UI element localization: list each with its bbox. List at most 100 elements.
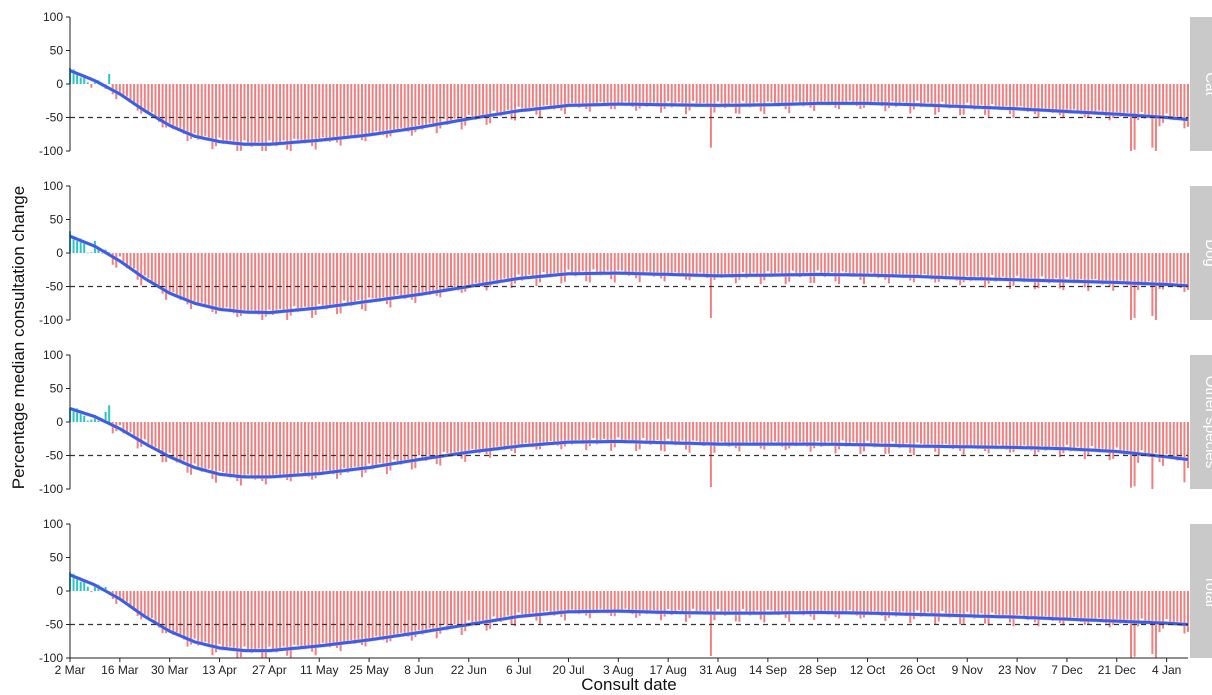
day-bar bbox=[667, 253, 670, 275]
day-bar bbox=[1183, 591, 1186, 634]
day-bar bbox=[613, 84, 616, 110]
day-bar bbox=[506, 422, 509, 449]
day-bar bbox=[852, 253, 855, 277]
day-bar bbox=[902, 591, 905, 612]
day-bar bbox=[307, 591, 310, 645]
day-bar bbox=[1133, 253, 1136, 318]
day-bar bbox=[734, 253, 737, 284]
x-tick-label: 7 Dec bbox=[1051, 663, 1082, 677]
day-bar bbox=[702, 253, 705, 276]
day-bar bbox=[449, 591, 452, 629]
facet-panel: 100 50 0 -50 -100 Cat bbox=[39, 10, 1212, 158]
day-bar bbox=[556, 422, 559, 446]
day-bar bbox=[677, 591, 680, 610]
day-bar bbox=[1005, 422, 1008, 450]
day-bar bbox=[207, 253, 210, 309]
day-bar bbox=[218, 422, 221, 472]
y-tick-label: -50 bbox=[46, 111, 64, 125]
day-bar bbox=[969, 422, 972, 445]
day-bar bbox=[421, 84, 424, 130]
day-bar bbox=[1069, 84, 1072, 112]
day-bar bbox=[521, 84, 524, 109]
day-bar bbox=[699, 253, 702, 273]
day-bar bbox=[243, 591, 246, 647]
day-bar bbox=[336, 422, 339, 479]
day-bar bbox=[268, 84, 271, 141]
day-bar bbox=[1076, 422, 1079, 447]
day-bar bbox=[944, 422, 947, 444]
day-bar bbox=[343, 422, 346, 468]
day-bar bbox=[222, 422, 225, 473]
day-bar bbox=[731, 591, 734, 611]
day-bar bbox=[154, 591, 157, 623]
day-bar bbox=[638, 253, 641, 283]
day-bar bbox=[375, 422, 378, 468]
day-bar bbox=[649, 591, 652, 611]
day-bar bbox=[510, 591, 513, 626]
day-bar bbox=[542, 253, 545, 273]
day-bar bbox=[510, 84, 513, 120]
day-bar bbox=[1062, 84, 1065, 118]
day-bar bbox=[859, 591, 862, 619]
day-bar bbox=[1179, 253, 1182, 289]
day-bar bbox=[870, 591, 873, 616]
day-bar bbox=[613, 422, 616, 448]
day-bar bbox=[638, 591, 641, 616]
facet-strip bbox=[1190, 524, 1212, 658]
day-bar bbox=[613, 253, 616, 283]
day-bar bbox=[891, 253, 894, 276]
day-bar bbox=[610, 422, 613, 451]
day-bar bbox=[546, 591, 549, 612]
day-bar bbox=[318, 422, 321, 473]
day-bar bbox=[645, 84, 648, 107]
day-bar bbox=[738, 591, 741, 622]
day-bar bbox=[368, 253, 371, 298]
day-bar bbox=[396, 591, 399, 638]
day-bar bbox=[410, 591, 413, 641]
day-bar bbox=[862, 253, 865, 285]
day-bar bbox=[578, 422, 581, 440]
day-bar bbox=[759, 84, 762, 112]
day-bar bbox=[588, 84, 591, 112]
day-bar bbox=[1051, 422, 1054, 447]
day-bar bbox=[919, 591, 922, 617]
day-bar bbox=[125, 591, 128, 602]
day-bar bbox=[806, 253, 809, 273]
day-bar bbox=[624, 422, 627, 444]
day-bar bbox=[1169, 84, 1172, 120]
day-bar bbox=[574, 422, 577, 441]
day-bar bbox=[232, 422, 235, 475]
day-bar bbox=[909, 84, 912, 114]
day-bar bbox=[1179, 422, 1182, 458]
day-bar bbox=[182, 253, 185, 300]
day-bar bbox=[1087, 253, 1090, 292]
day-bar bbox=[766, 84, 769, 102]
day-bar bbox=[254, 422, 257, 480]
daily-bars bbox=[69, 231, 1189, 320]
day-bar bbox=[321, 84, 324, 138]
day-bar bbox=[400, 84, 403, 128]
day-bar bbox=[179, 591, 182, 635]
day-bar bbox=[766, 253, 769, 272]
day-bar bbox=[563, 591, 566, 621]
day-bar bbox=[628, 591, 630, 612]
day-bar bbox=[681, 422, 684, 441]
day-bar bbox=[595, 591, 598, 611]
day-bar bbox=[328, 84, 331, 142]
day-bar bbox=[895, 84, 898, 107]
day-bar bbox=[642, 422, 645, 439]
day-bar bbox=[1094, 253, 1097, 280]
day-bar bbox=[125, 422, 128, 433]
day-bar bbox=[1144, 84, 1147, 119]
day-bar bbox=[898, 591, 901, 614]
day-bar bbox=[421, 253, 424, 293]
day-bar bbox=[934, 591, 937, 625]
day-bar bbox=[229, 422, 232, 478]
day-bar bbox=[1016, 591, 1019, 615]
day-bar bbox=[727, 591, 730, 613]
day-bar bbox=[549, 422, 552, 442]
day-bar bbox=[357, 591, 360, 643]
x-tick-label: 13 Apr bbox=[202, 663, 237, 677]
day-bar bbox=[1005, 253, 1008, 280]
day-bar bbox=[521, 253, 524, 281]
